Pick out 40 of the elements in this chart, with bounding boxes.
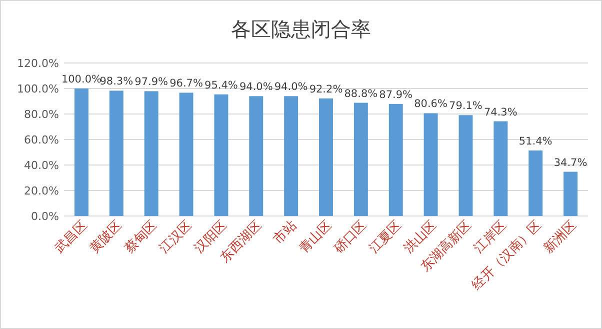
data-label: 92.2%	[309, 83, 343, 96]
bar	[319, 98, 333, 216]
bar	[494, 121, 508, 216]
data-label: 100.0%	[61, 74, 102, 86]
y-tick-label: 20.0%	[24, 184, 59, 198]
x-tick-label: 黄陂区	[87, 218, 126, 256]
bar	[354, 102, 368, 216]
y-tick-label: 100.0%	[17, 82, 59, 96]
bar	[74, 88, 88, 216]
bar	[214, 94, 228, 216]
bar	[144, 91, 158, 216]
y-tick-label: 60.0%	[24, 134, 59, 146]
x-tick-label: 新洲区	[541, 218, 580, 256]
bar	[458, 115, 473, 216]
data-label: 95.4%	[204, 79, 238, 92]
bar	[284, 96, 298, 216]
data-label: 88.8%	[344, 88, 378, 100]
y-tick-label: 40.0%	[24, 159, 59, 172]
data-label: 79.1%	[449, 100, 482, 112]
y-tick-label: 80.0%	[24, 108, 59, 121]
bar	[109, 90, 124, 216]
y-tick-label: 0.0%	[31, 210, 59, 223]
bar	[249, 96, 264, 216]
data-label: 97.9%	[134, 76, 168, 88]
data-label: 94.0%	[239, 81, 273, 94]
data-label: 74.3%	[484, 106, 518, 118]
data-label: 34.7%	[554, 156, 588, 169]
data-label: 87.9%	[379, 88, 413, 101]
data-label: 51.4%	[518, 135, 552, 148]
bar	[424, 113, 438, 216]
chart-title: 各区隐患闭合率	[231, 17, 371, 41]
data-label: 80.6%	[414, 98, 448, 110]
bar	[179, 92, 194, 216]
data-label: 94.0%	[274, 81, 308, 94]
bar	[388, 104, 403, 216]
bar	[528, 150, 543, 216]
data-label: 98.3%	[100, 76, 134, 88]
y-tick-label: 120.0%	[17, 57, 59, 70]
data-label: 96.7%	[170, 78, 203, 90]
bar	[564, 172, 578, 216]
